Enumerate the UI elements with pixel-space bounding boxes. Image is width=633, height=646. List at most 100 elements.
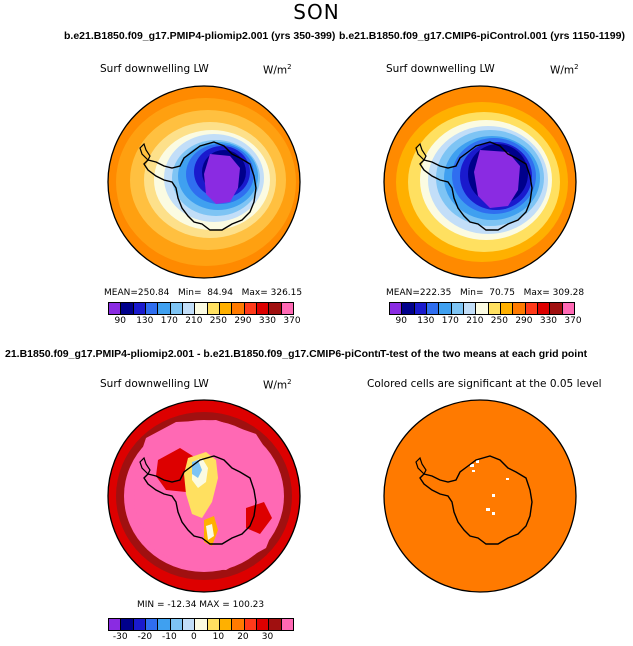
colorbar-cell	[451, 303, 464, 314]
significant-field	[384, 400, 576, 592]
colorbar-cell	[219, 619, 233, 630]
colorbar-tick-label: -10	[161, 632, 177, 642]
panel2-stats: MEAN=222.35 Min= 70.75 Max= 309.28	[386, 288, 585, 298]
colorbar-tick-label: 170	[441, 316, 459, 326]
map-border	[383, 399, 577, 593]
panel2-units: W/m2	[550, 63, 579, 77]
colorbar-tick-label: 210	[185, 316, 203, 326]
colorbar-tick-label: 130	[136, 316, 154, 326]
panel3-units: W/m2	[263, 378, 292, 392]
colorbar-tick-label: 20	[237, 632, 249, 642]
peninsula-outline	[139, 142, 151, 162]
colorbar-cell	[133, 619, 146, 630]
colorbar-tick-label: 330	[258, 316, 277, 326]
insignificant-cell	[492, 494, 495, 497]
peninsula-outline	[415, 456, 427, 476]
panel3-stats: MIN = -12.34 MAX = 100.23	[137, 600, 265, 610]
panel2-title: b.e21.B1850.f09_g17.CMIP6-piControl.001 …	[339, 30, 625, 42]
colorbar-cell	[195, 303, 208, 314]
panel3-title: 21.B1850.f09_g17.PMIP4-pliomip2.001 - b.…	[5, 348, 385, 360]
map-border	[107, 399, 301, 593]
colorbar-tick-label: 30	[261, 632, 274, 642]
season-title: SON	[293, 0, 340, 24]
colorbar-cell	[525, 303, 538, 314]
colorbar-cell	[207, 303, 220, 314]
panel4-map	[383, 399, 577, 593]
colorbar-cell	[182, 303, 196, 314]
band-90	[474, 150, 520, 208]
colorbar-tick-label: -20	[137, 632, 153, 642]
insignificant-cell	[476, 460, 479, 463]
colorbar-cell	[562, 303, 574, 314]
colorbar-cell	[158, 303, 171, 314]
peninsula-outline	[415, 142, 427, 162]
panel3-colorbar	[108, 618, 294, 631]
insignificant-cell	[492, 512, 495, 515]
panel1-stats: MEAN=250.84 Min= 84.94 Max= 326.15	[104, 288, 303, 298]
panel3-colorbar-ticks: -30 -20 -10 0 10 20 30	[108, 632, 292, 644]
panel1-units: W/m2	[263, 63, 292, 77]
insignificant-cell	[486, 508, 490, 511]
band-90	[204, 154, 240, 204]
colorbar-cell	[207, 619, 220, 630]
colorbar-cell	[500, 303, 514, 314]
colorbar-cell	[476, 303, 489, 314]
colorbar-cell	[256, 303, 270, 314]
continent-outline	[419, 141, 533, 231]
colorbar-tick-label: -30	[112, 632, 128, 642]
colorbar-cell	[463, 303, 477, 314]
map-border	[383, 85, 577, 279]
colorbar-tick-label: 330	[539, 316, 558, 326]
colorbar-cell	[219, 303, 233, 314]
panel2-colorbar-ticks: 90 130 170 210 250 290 330 370	[389, 316, 582, 328]
map-border	[107, 85, 301, 279]
colorbar-cell	[256, 619, 270, 630]
colorbar-cell	[426, 303, 440, 314]
colorbar-cell	[170, 619, 183, 630]
colorbar-cell	[244, 619, 257, 630]
insignificant-cell	[506, 478, 509, 480]
colorbar-tick-label: 90	[114, 316, 126, 326]
colorbar-tick-label: 0	[190, 632, 197, 642]
panel4-title: T-test of the two means at each grid poi…	[380, 348, 588, 360]
panel1-colorbar-ticks: 90 130 170 210 250 290 330 370	[108, 316, 301, 328]
panel2-map	[383, 85, 577, 279]
colorbar-tick-label: 290	[515, 316, 533, 326]
insignificant-cell	[472, 470, 475, 472]
panel2-colorbar	[389, 302, 575, 315]
colorbar-tick-label: 130	[417, 316, 435, 326]
panel3-variable: Surf downwelling LW	[100, 378, 209, 390]
colorbar-cell	[145, 303, 159, 314]
colorbar-cell	[195, 619, 208, 630]
colorbar-cell	[109, 619, 122, 630]
colorbar-tick-label: 10	[212, 632, 225, 642]
colorbar-cell	[158, 619, 171, 630]
colorbar-cell	[281, 303, 293, 314]
colorbar-cell	[145, 619, 159, 630]
continent-outline	[419, 455, 533, 545]
colorbar-cell	[269, 619, 282, 630]
colorbar-cell	[232, 303, 245, 314]
band-0-region	[206, 524, 214, 540]
panel4-subtitle: Colored cells are significant at the 0.0…	[367, 378, 602, 390]
colorbar-tick-label: 210	[466, 316, 484, 326]
colorbar-cell	[244, 303, 257, 314]
panel1-title: b.e21.B1850.f09_g17.PMIP4-pliomip2.001 (…	[64, 30, 336, 42]
colorbar-cell	[109, 303, 122, 314]
colorbar-cell	[232, 619, 245, 630]
colorbar-cell	[281, 619, 293, 630]
colorbar-tick-label: 170	[160, 316, 178, 326]
continent-outline	[143, 455, 257, 545]
colorbar-cell	[414, 303, 427, 314]
colorbar-tick-label: 370	[564, 316, 582, 326]
colorbar-cell	[537, 303, 551, 314]
colorbar-cell	[133, 303, 146, 314]
colorbar-cell	[170, 303, 183, 314]
colorbar-cell	[390, 303, 403, 314]
colorbar-cell	[550, 303, 563, 314]
colorbar-cell	[513, 303, 526, 314]
band-25-region	[246, 502, 272, 534]
colorbar-cell	[488, 303, 501, 314]
colorbar-tick-label: 250	[490, 316, 508, 326]
colorbar-cell	[402, 303, 415, 314]
